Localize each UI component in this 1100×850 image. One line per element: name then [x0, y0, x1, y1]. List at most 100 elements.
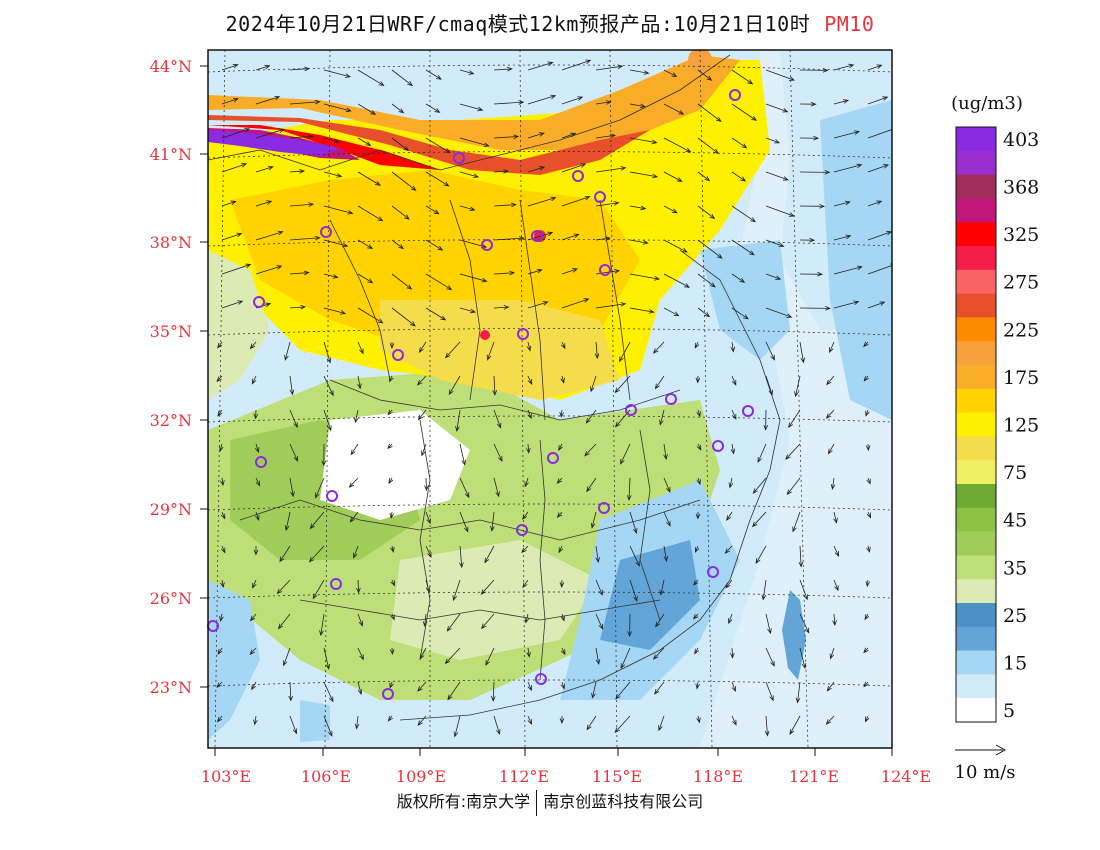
wind-arrow — [391, 273, 413, 290]
wind-arrow — [559, 715, 565, 724]
wind-arrow — [217, 341, 223, 349]
wind-arrow — [629, 579, 638, 602]
wind-arrow — [584, 443, 597, 457]
wind-arrow — [453, 715, 461, 738]
wind-arrow — [219, 443, 224, 452]
wind-arrow — [319, 613, 325, 637]
wind-arrow — [357, 137, 372, 147]
wind-arrow — [586, 477, 597, 493]
wind-arrow — [253, 545, 259, 556]
city-marker — [712, 440, 724, 452]
city-marker — [320, 226, 332, 238]
lon-label: 103°E — [201, 767, 251, 786]
wind-arrow — [220, 477, 225, 487]
legend-swatch — [956, 365, 996, 390]
lon-label: 124°E — [881, 767, 931, 786]
legend-swatch — [956, 603, 996, 628]
legend-swatch — [956, 579, 996, 604]
lat-label: 44°N — [150, 57, 192, 76]
wind-arrow — [417, 375, 427, 386]
wind-arrow — [799, 67, 829, 73]
wind-arrow — [866, 477, 871, 485]
wind-arrow — [493, 236, 525, 241]
wind-arrow — [492, 375, 498, 396]
wind-arrow — [559, 579, 565, 588]
wind-arrow — [825, 409, 835, 419]
wind-arrow — [527, 132, 545, 139]
wind-arrow — [255, 128, 285, 139]
color-legend: (ug/m3) 403 368 325 275 225 175 125 75 45 35 25 15 5 — [951, 93, 1039, 723]
wind-vectors — [216, 59, 892, 738]
wind-arrow — [731, 137, 748, 149]
lat-label: 32°N — [150, 411, 192, 430]
wind-arrow — [493, 66, 513, 72]
wind-arrow — [560, 681, 565, 690]
wind-arrow — [459, 443, 466, 466]
wind-arrow — [697, 137, 720, 154]
wind-arrow — [323, 69, 351, 78]
wind-reference: 10 m/s — [955, 744, 1016, 783]
legend-swatch — [956, 293, 996, 318]
wind-arrow — [731, 103, 758, 121]
wind-arrow — [289, 477, 295, 498]
legend-label: 175 — [1003, 367, 1039, 389]
wind-arrow — [561, 298, 590, 309]
wind-arrow — [357, 69, 385, 86]
wind-arrow — [221, 232, 243, 241]
wind-arrow — [289, 202, 315, 207]
wind-arrow — [391, 137, 410, 152]
wind-arrow — [418, 341, 427, 354]
wind-arrow — [490, 511, 495, 532]
wind-arrow — [559, 409, 565, 418]
wind-arrow — [425, 137, 451, 154]
wind-arrow — [255, 165, 274, 173]
wind-arrow — [522, 511, 529, 520]
lon-label: 118°E — [693, 767, 743, 786]
wind-arrow — [867, 200, 883, 207]
map-frame — [207, 49, 893, 749]
wind-arrow — [493, 134, 520, 140]
wind-arrow — [629, 273, 660, 281]
wind-arrow — [323, 307, 347, 315]
wind-arrow — [459, 171, 480, 179]
wind-arrow — [595, 302, 627, 309]
wind-arrow — [629, 307, 655, 314]
wind-arrow — [252, 579, 257, 589]
footer-separator — [536, 789, 538, 816]
wind-arrow — [353, 545, 359, 559]
wind-arrow — [255, 200, 273, 207]
legend-label: 45 — [1003, 510, 1027, 532]
wind-arrow — [561, 132, 577, 139]
wind-arrow — [595, 579, 603, 596]
wind-arrow — [629, 545, 640, 567]
wind-arrow — [591, 681, 597, 699]
legend-swatch — [956, 317, 996, 342]
legend-label: 275 — [1003, 272, 1039, 294]
wind-arrow — [522, 579, 529, 589]
wind-arrow — [289, 375, 295, 396]
wind-arrow — [765, 205, 795, 217]
wind-arrow — [629, 137, 658, 145]
wind-arrow — [391, 205, 410, 220]
lat-label: 26°N — [150, 589, 192, 608]
wind-arrow — [765, 647, 775, 667]
legend-swatch — [956, 460, 996, 485]
wind-arrow — [867, 64, 883, 71]
wind-arrow — [323, 273, 339, 279]
wind-arrow — [826, 375, 835, 386]
legend-label: 25 — [1003, 605, 1027, 627]
wind-arrow — [485, 647, 495, 667]
wind-arrow — [217, 647, 223, 655]
wind-arrow — [799, 203, 826, 209]
lat-label: 35°N — [150, 322, 192, 341]
wind-arrow — [282, 647, 291, 667]
legend-swatch — [956, 698, 996, 723]
legend-swatch — [956, 436, 996, 461]
wind-arrow — [419, 647, 427, 660]
wind-arrow — [289, 168, 305, 174]
wind-arrow — [663, 307, 680, 317]
wind-arrow — [654, 375, 665, 390]
wind-arrow — [697, 307, 711, 318]
wind-arrow — [620, 443, 631, 465]
